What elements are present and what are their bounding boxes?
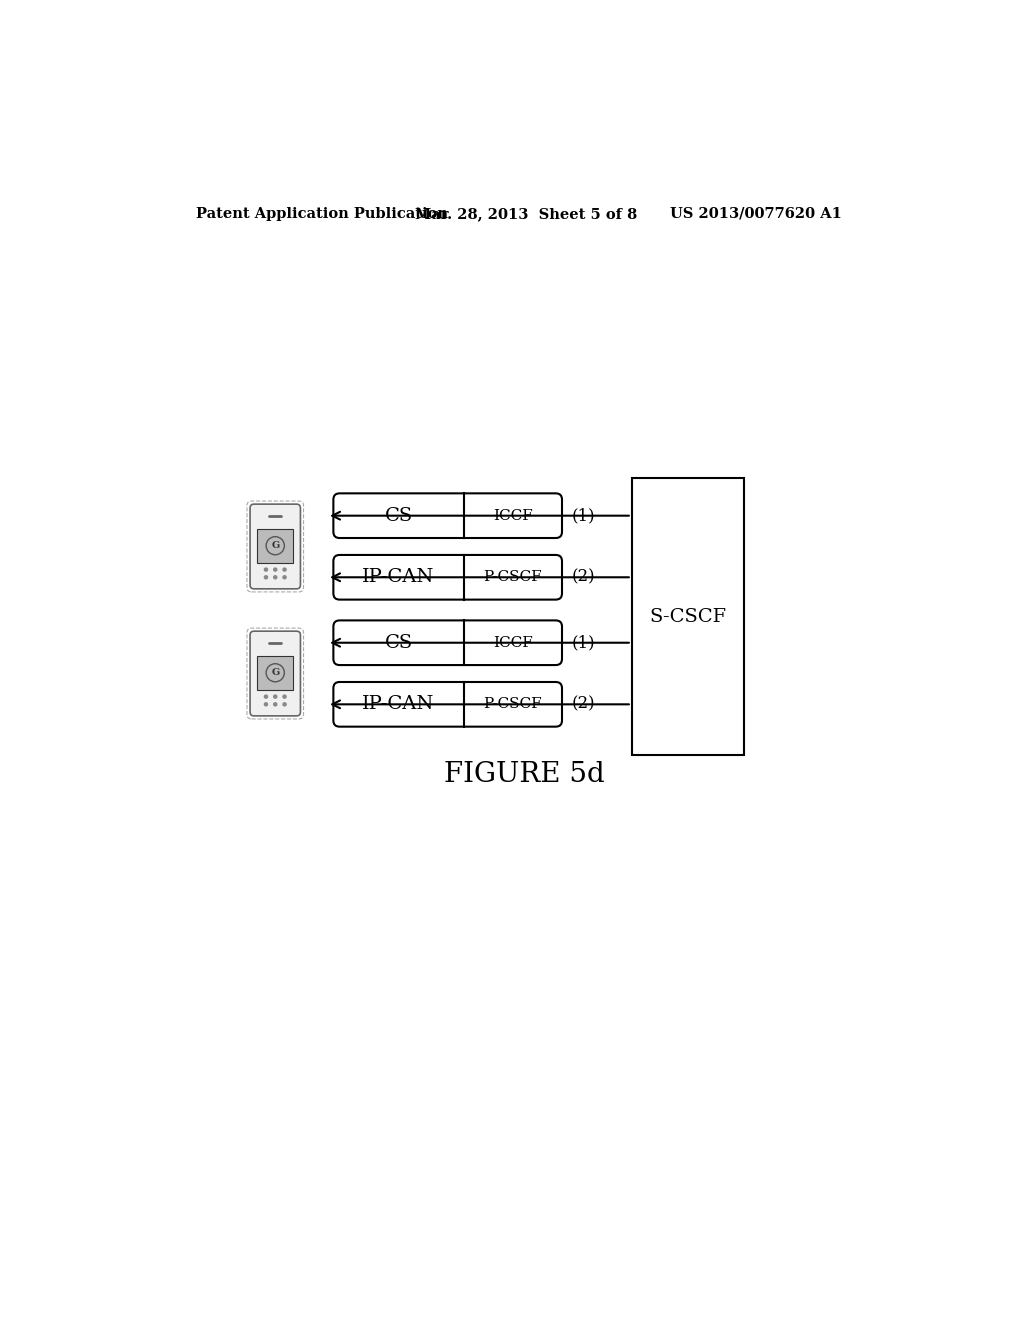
Text: (1): (1)	[571, 507, 595, 524]
Circle shape	[273, 576, 276, 578]
Circle shape	[283, 568, 286, 572]
FancyBboxPatch shape	[250, 631, 300, 715]
FancyBboxPatch shape	[257, 529, 294, 562]
Text: Patent Application Publication: Patent Application Publication	[197, 207, 449, 220]
Text: P-CSCF: P-CSCF	[483, 570, 542, 585]
Circle shape	[273, 696, 276, 698]
Text: IP-CAN: IP-CAN	[362, 696, 435, 713]
Text: P-CSCF: P-CSCF	[483, 697, 542, 711]
Circle shape	[264, 576, 267, 578]
FancyBboxPatch shape	[334, 682, 562, 726]
Text: Mar. 28, 2013  Sheet 5 of 8: Mar. 28, 2013 Sheet 5 of 8	[415, 207, 637, 220]
Circle shape	[273, 702, 276, 706]
Text: IP-CAN: IP-CAN	[362, 569, 435, 586]
Circle shape	[283, 576, 286, 578]
FancyBboxPatch shape	[334, 494, 562, 539]
Text: CS: CS	[384, 507, 413, 524]
Text: ICCF: ICCF	[493, 636, 532, 649]
Text: ICCF: ICCF	[493, 508, 532, 523]
FancyBboxPatch shape	[334, 620, 562, 665]
Circle shape	[283, 702, 286, 706]
Text: (2): (2)	[571, 696, 595, 713]
Circle shape	[273, 568, 276, 572]
Text: S-CSCF: S-CSCF	[649, 607, 726, 626]
Text: (1): (1)	[571, 634, 595, 651]
Text: US 2013/0077620 A1: US 2013/0077620 A1	[671, 207, 843, 220]
Circle shape	[283, 696, 286, 698]
FancyBboxPatch shape	[334, 554, 562, 599]
FancyBboxPatch shape	[250, 504, 300, 589]
Bar	[632, 478, 744, 755]
Text: CS: CS	[384, 634, 413, 652]
Text: G: G	[271, 668, 280, 677]
Text: (2): (2)	[571, 569, 595, 586]
Circle shape	[264, 702, 267, 706]
Circle shape	[264, 696, 267, 698]
Text: G: G	[271, 541, 280, 550]
Text: FIGURE 5d: FIGURE 5d	[444, 760, 605, 788]
Circle shape	[264, 568, 267, 572]
FancyBboxPatch shape	[257, 656, 294, 689]
